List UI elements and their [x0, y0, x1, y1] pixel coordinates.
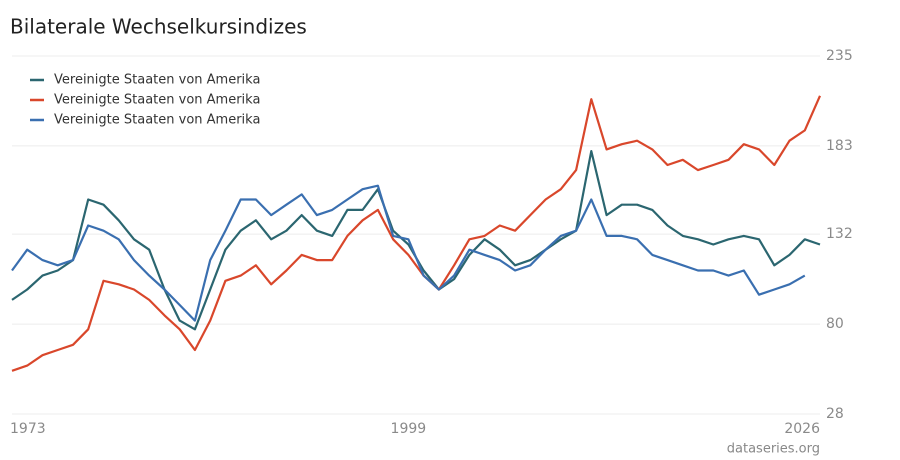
chart-title: Bilaterale Wechselkursindizes: [10, 15, 307, 39]
legend-label: Vereinigte Staaten von Amerika: [54, 93, 260, 108]
y-tick-label: 183: [826, 138, 853, 154]
x-tick-label: 1973: [10, 421, 46, 437]
y-tick-label: 235: [826, 48, 853, 64]
x-tick-label: 1999: [391, 421, 427, 437]
series-line: [11, 95, 822, 372]
legend-label: Vereinigte Staaten von Amerika: [54, 73, 260, 88]
legend-label: Vereinigte Staaten von Amerika: [54, 113, 260, 128]
source: dataseries.org: [727, 442, 820, 457]
series-line: [11, 184, 806, 322]
x-tick-label: 2026: [784, 421, 820, 437]
y-tick-label: 28: [826, 406, 844, 422]
y-tick-label: 80: [826, 316, 844, 332]
series-line: [11, 150, 821, 331]
y-tick-label: 132: [826, 226, 853, 242]
